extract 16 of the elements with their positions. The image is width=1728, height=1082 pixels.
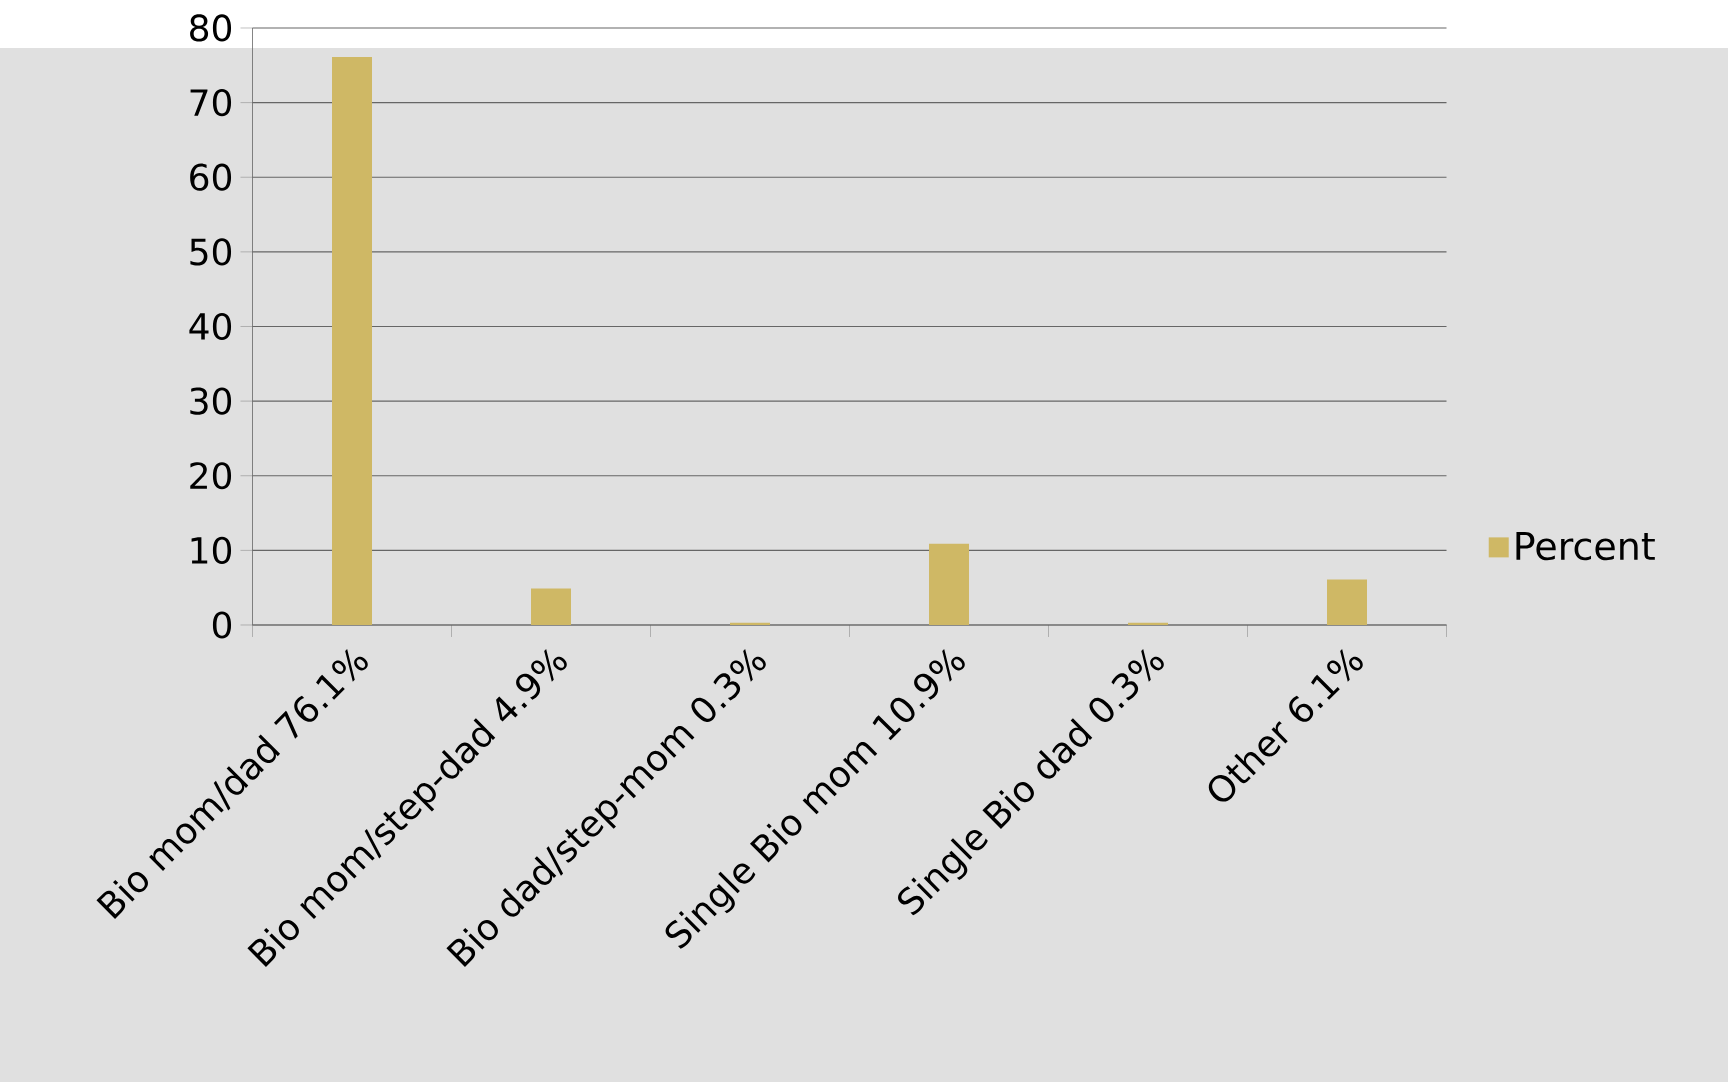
y-tick-label: 20: [190, 462, 232, 490]
y-tick-label: 40: [189, 312, 232, 341]
bar: [730, 622, 771, 625]
bar: [531, 588, 572, 625]
y-tick-label: 70: [190, 89, 232, 117]
y-tick-label: 60: [190, 163, 232, 191]
y-tick-label: 50: [190, 238, 232, 266]
y-tick-label: 10: [191, 536, 232, 564]
y-tick-label: 0: [212, 611, 232, 639]
bar: [332, 57, 373, 625]
legend-label: Percent: [1516, 532, 1655, 561]
bar: [1128, 622, 1169, 625]
y-tick-label: 80: [190, 14, 232, 42]
y-tick-label: 30: [190, 387, 232, 415]
bar: [1327, 579, 1368, 625]
bar: [929, 543, 970, 625]
